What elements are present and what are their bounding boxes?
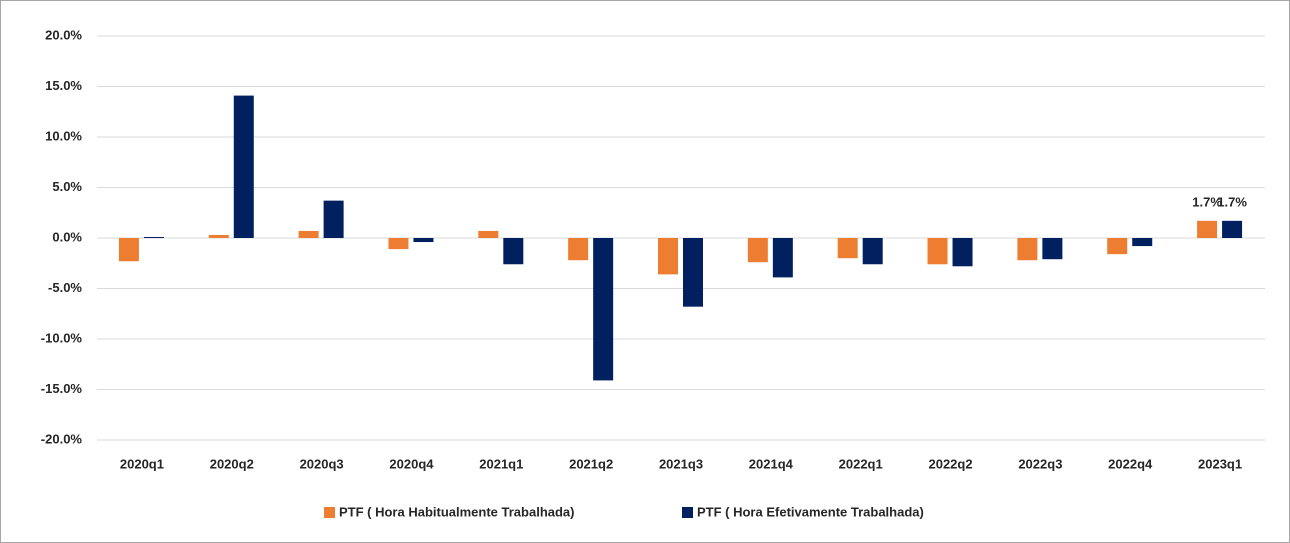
bar — [388, 238, 409, 250]
bar — [683, 238, 703, 307]
x-tick-label: 2022q2 — [928, 456, 972, 471]
bar — [747, 238, 768, 263]
bar — [413, 238, 434, 243]
bar — [927, 238, 948, 265]
bar — [772, 238, 793, 278]
x-tick-label: 2021q4 — [749, 456, 794, 471]
bar — [952, 238, 973, 267]
y-tick-label: 0.0% — [52, 229, 82, 244]
data-label: 1.7% — [1192, 194, 1222, 209]
bar — [478, 230, 499, 238]
bar — [208, 234, 229, 238]
bar — [298, 230, 319, 238]
x-tick-label: 2020q3 — [300, 456, 344, 471]
bar — [503, 238, 524, 265]
y-tick-label: -15.0% — [41, 381, 83, 396]
y-tick-label: 10.0% — [45, 128, 82, 143]
x-tick-label: 2023q1 — [1198, 456, 1242, 471]
bar — [837, 238, 858, 259]
legend-swatch — [682, 507, 693, 518]
bar — [1222, 220, 1243, 238]
x-tick-label: 2022q1 — [839, 456, 883, 471]
x-tick-label: 2020q4 — [389, 456, 434, 471]
bar — [1197, 220, 1218, 238]
bar — [1042, 238, 1063, 260]
x-tick-label: 2021q2 — [569, 456, 613, 471]
bar — [1017, 238, 1038, 261]
bar — [233, 95, 254, 238]
y-tick-label: 15.0% — [45, 78, 82, 93]
bar — [1107, 238, 1128, 255]
y-tick-label: 20.0% — [45, 27, 82, 42]
legend-label: PTF ( Hora Habitualmente Trabalhada) — [339, 504, 575, 519]
bar — [862, 238, 883, 265]
bar — [593, 238, 614, 381]
y-tick-label: 5.0% — [52, 179, 82, 194]
bar — [323, 200, 344, 238]
x-tick-label: 2020q2 — [210, 456, 254, 471]
bar — [1132, 238, 1153, 247]
x-tick-label: 2021q1 — [479, 456, 523, 471]
legend-label: PTF ( Hora Efetivamente Trabalhada) — [697, 504, 924, 519]
x-tick-label: 2021q3 — [659, 456, 703, 471]
y-tick-label: -5.0% — [48, 280, 82, 295]
x-tick-label: 2022q4 — [1108, 456, 1153, 471]
y-tick-label: -10.0% — [41, 330, 83, 345]
x-tick-label: 2022q3 — [1018, 456, 1062, 471]
y-tick-label: -20.0% — [41, 431, 83, 446]
bar — [118, 238, 139, 262]
legend-swatch — [324, 507, 335, 518]
bar — [143, 236, 164, 238]
data-label: 1.7% — [1217, 194, 1247, 209]
bar — [568, 238, 589, 261]
x-tick-label: 2020q1 — [120, 456, 164, 471]
bar — [658, 238, 678, 275]
